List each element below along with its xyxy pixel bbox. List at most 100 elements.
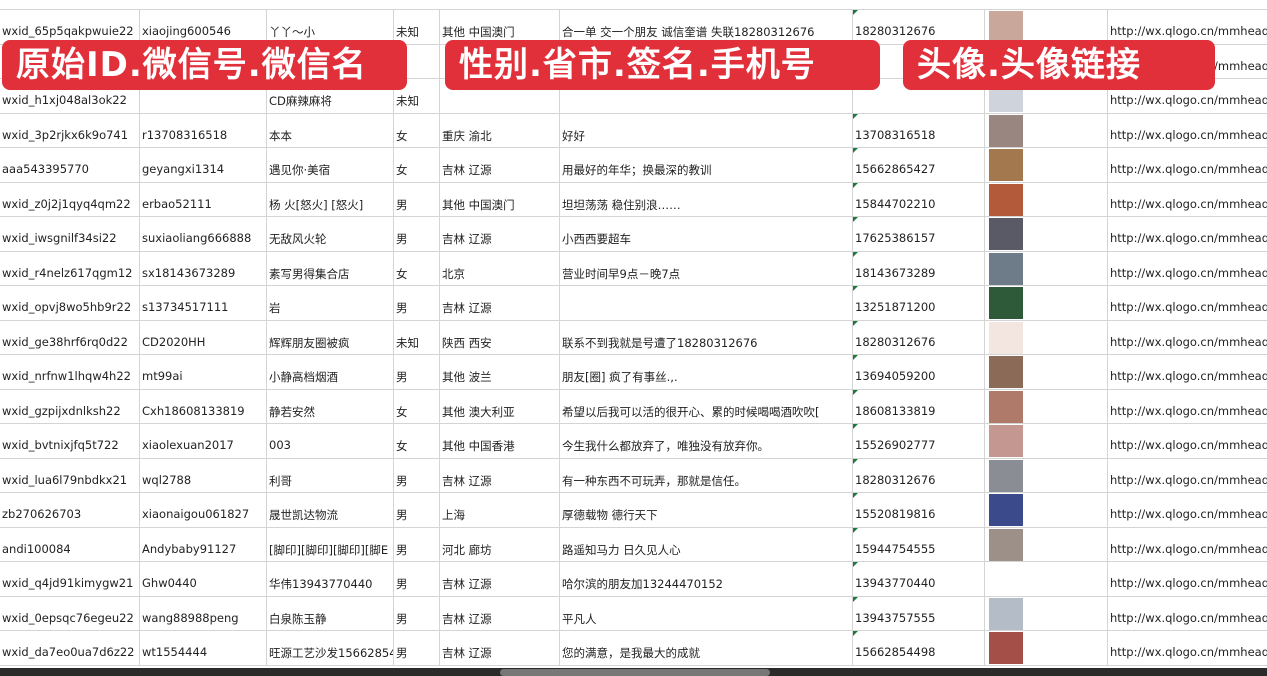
region-cell[interactable] bbox=[440, 79, 560, 113]
signature-cell[interactable]: 小西西要超车 bbox=[560, 217, 853, 251]
signature-cell[interactable]: 哈尔滨的朋友加13244470152 bbox=[560, 562, 853, 596]
wechat-id-cell[interactable]: geyangxi1314 bbox=[140, 148, 267, 182]
avatar-link-cell[interactable]: http://wx.qlogo.cn/mmhead bbox=[1110, 369, 1267, 383]
avatar-cell[interactable] bbox=[985, 182, 1108, 216]
wechat-name-cell[interactable]: 丫丫～小 bbox=[267, 10, 394, 44]
avatar-cell[interactable] bbox=[985, 493, 1108, 527]
gender-cell[interactable]: 男 bbox=[394, 458, 440, 492]
wechat-id-cell[interactable]: wt1554444 bbox=[140, 631, 267, 665]
avatar-link-cell[interactable]: http://wx.qlogo.cn/mmhead bbox=[1110, 645, 1267, 659]
wechat-id-cell[interactable]: Andybaby91127 bbox=[140, 527, 267, 561]
avatar-cell[interactable] bbox=[985, 320, 1108, 354]
region-cell[interactable]: 重庆 渝北 bbox=[440, 113, 560, 147]
wechat-name-cell[interactable]: 遇见你·美宿 bbox=[267, 148, 394, 182]
region-cell[interactable]: 吉林 辽源 bbox=[440, 631, 560, 665]
phone-cell[interactable]: 18143673289 bbox=[853, 251, 985, 285]
horizontal-scrollbar[interactable] bbox=[500, 669, 770, 676]
phone-cell[interactable]: 13694059200 bbox=[853, 355, 985, 389]
wechat-name-cell[interactable]: 静若安然 bbox=[267, 389, 394, 423]
wechat-name-cell[interactable]: 本本 bbox=[267, 113, 394, 147]
original-id-cell[interactable]: wxid_0epsqc76egeu22 bbox=[0, 596, 140, 630]
region-cell[interactable]: 陕西 西安 bbox=[440, 320, 560, 354]
gender-cell[interactable]: 男 bbox=[394, 217, 440, 251]
avatar-cell[interactable] bbox=[985, 217, 1108, 251]
signature-cell[interactable]: 平凡人 bbox=[560, 596, 853, 630]
avatar-link-cell[interactable]: http://wx.qlogo.cn/mmhead bbox=[1110, 93, 1267, 107]
original-id-cell[interactable]: wxid_r4nelz617qgm12 bbox=[0, 251, 140, 285]
signature-cell[interactable]: 营业时间早9点－晚7点 bbox=[560, 251, 853, 285]
region-cell[interactable]: 吉林 辽源 bbox=[440, 148, 560, 182]
region-cell[interactable]: 河北 廊坊 bbox=[440, 527, 560, 561]
phone-cell[interactable]: 15662854498 bbox=[853, 631, 985, 665]
wechat-id-cell[interactable]: Ghw0440 bbox=[140, 562, 267, 596]
avatar-link-cell[interactable]: http://wx.qlogo.cn/mmhead bbox=[1110, 403, 1267, 418]
gender-cell[interactable]: 男 bbox=[394, 182, 440, 216]
wechat-id-cell[interactable]: Cxh18608133819 bbox=[140, 389, 267, 423]
phone-cell[interactable]: 15944754555 bbox=[853, 527, 985, 561]
region-cell[interactable]: 其他 波兰 bbox=[440, 355, 560, 389]
wechat-id-cell[interactable]: s13734517111 bbox=[140, 286, 267, 320]
region-cell[interactable]: 吉林 辽源 bbox=[440, 458, 560, 492]
avatar-cell[interactable] bbox=[985, 596, 1108, 630]
avatar-link-cell[interactable]: http://wx.qlogo.cn/mmhead bbox=[1110, 334, 1267, 349]
avatar-cell[interactable] bbox=[985, 631, 1108, 665]
wechat-id-cell[interactable]: wql2788 bbox=[140, 458, 267, 492]
avatar-link-cell[interactable]: http://wx.qlogo.cn/mmhead bbox=[1110, 162, 1267, 176]
wechat-id-cell[interactable]: r13708316518 bbox=[140, 113, 267, 147]
avatar-cell[interactable] bbox=[985, 10, 1108, 44]
region-cell[interactable]: 其他 澳大利亚 bbox=[440, 389, 560, 423]
avatar-cell[interactable] bbox=[985, 424, 1108, 458]
wechat-name-cell[interactable]: 辉辉朋友圈被疯 bbox=[267, 320, 394, 354]
avatar-cell[interactable] bbox=[985, 458, 1108, 492]
phone-cell[interactable]: 17625386157 bbox=[853, 217, 985, 251]
gender-cell[interactable]: 男 bbox=[394, 286, 440, 320]
avatar-link-cell[interactable]: http://wx.qlogo.cn/mmhead bbox=[1110, 507, 1267, 521]
region-cell[interactable]: 其他 中国澳门 bbox=[440, 10, 560, 44]
avatar-link-cell[interactable]: http://wx.qlogo.cn/mmhead bbox=[1110, 438, 1267, 452]
phone-cell[interactable]: 18280312676 bbox=[853, 458, 985, 492]
gender-cell[interactable]: 女 bbox=[394, 148, 440, 182]
avatar-link-cell[interactable]: http://wx.qlogo.cn/mmhead bbox=[1110, 196, 1267, 211]
signature-cell[interactable]: 合一单 交一个朋友 诚信奎谱 失联18280312676 bbox=[560, 10, 853, 44]
gender-cell[interactable]: 男 bbox=[394, 596, 440, 630]
signature-cell[interactable]: 朋友[圈] 疯了有事丝.,. bbox=[560, 355, 853, 389]
avatar-link-cell[interactable]: http://wx.qlogo.cn/mmhead bbox=[1110, 231, 1267, 245]
wechat-id-cell[interactable]: xiaojing600546 bbox=[140, 10, 267, 44]
gender-cell[interactable]: 女 bbox=[394, 389, 440, 423]
avatar-link-cell[interactable]: http://wx.qlogo.cn/mmhead bbox=[1110, 127, 1267, 142]
wechat-name-cell[interactable]: 杨 火[怒火] [怒火] bbox=[267, 182, 394, 216]
wechat-name-cell[interactable]: 华伟13943770440 bbox=[267, 562, 394, 596]
original-id-cell[interactable]: aaa543395770 bbox=[0, 148, 140, 182]
wechat-name-cell[interactable]: 无敌风火轮 bbox=[267, 217, 394, 251]
gender-cell[interactable]: 男 bbox=[394, 631, 440, 665]
signature-cell[interactable]: 厚德载物 德行天下 bbox=[560, 493, 853, 527]
gender-cell[interactable]: 男 bbox=[394, 355, 440, 389]
signature-cell[interactable]: 有一种东西不可玩弄，那就是信任。 bbox=[560, 458, 853, 492]
avatar-link-cell[interactable]: http://wx.qlogo.cn/mmhead bbox=[1110, 300, 1267, 314]
signature-cell[interactable] bbox=[560, 286, 853, 320]
phone-cell[interactable]: 18280312676 bbox=[853, 320, 985, 354]
original-id-cell[interactable]: wxid_z0j2j1qyq4qm22 bbox=[0, 182, 140, 216]
avatar-link-cell[interactable]: http://wx.qlogo.cn/mmhead bbox=[1110, 541, 1267, 556]
avatar-cell[interactable] bbox=[985, 355, 1108, 389]
phone-cell[interactable]: 18608133819 bbox=[853, 389, 985, 423]
phone-cell[interactable]: 15526902777 bbox=[853, 424, 985, 458]
original-id-cell[interactable]: wxid_da7eo0ua7d6z22 bbox=[0, 631, 140, 665]
wechat-id-cell[interactable]: erbao52111 bbox=[140, 182, 267, 216]
signature-cell[interactable]: 您的满意，是我最大的成就 bbox=[560, 631, 853, 665]
wechat-id-cell[interactable]: suxiaoliang666888 bbox=[140, 217, 267, 251]
avatar-cell[interactable] bbox=[985, 562, 1108, 596]
avatar-link-cell[interactable]: http://wx.qlogo.cn/mmhead bbox=[1110, 24, 1267, 38]
avatar-link-cell[interactable]: http://wx.qlogo.cn/mmhead bbox=[1110, 265, 1267, 280]
original-id-cell[interactable]: andi100084 bbox=[0, 527, 140, 561]
wechat-id-cell[interactable]: sx18143673289 bbox=[140, 251, 267, 285]
original-id-cell[interactable]: wxid_nrfnw1lhqw4h22 bbox=[0, 355, 140, 389]
wechat-name-cell[interactable]: 利哥 bbox=[267, 458, 394, 492]
region-cell[interactable]: 其他 中国香港 bbox=[440, 424, 560, 458]
avatar-cell[interactable] bbox=[985, 286, 1108, 320]
gender-cell[interactable]: 未知 bbox=[394, 79, 440, 113]
wechat-name-cell[interactable]: 岩 bbox=[267, 286, 394, 320]
original-id-cell[interactable]: wxid_h1xj048al3ok22 bbox=[0, 79, 140, 113]
phone-cell[interactable]: 13708316518 bbox=[853, 113, 985, 147]
original-id-cell[interactable]: wxid_opvj8wo5hb9r22 bbox=[0, 286, 140, 320]
